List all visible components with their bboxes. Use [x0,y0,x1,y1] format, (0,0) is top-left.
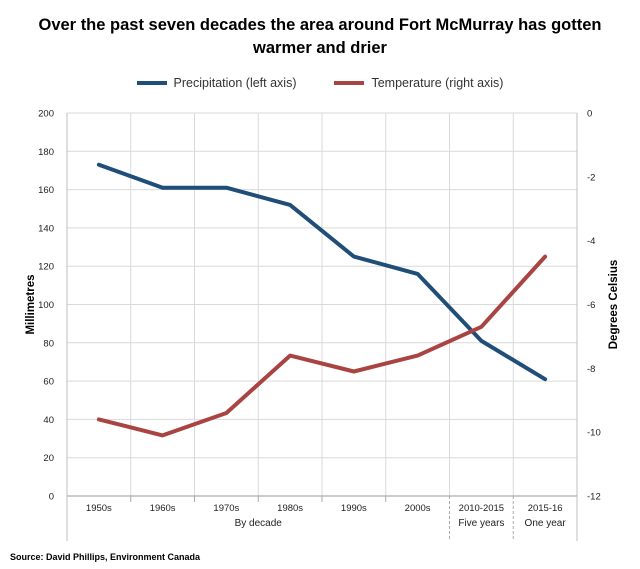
y-tick-label-right: -10 [587,428,601,439]
y-tick-label-left: 60 [43,377,54,388]
x-tick-label: 2015-16 [528,503,563,514]
legend-swatch-precipitation [136,81,167,85]
y-tick-label-right: -4 [587,236,595,247]
y-tick-label-left: 160 [38,185,54,196]
legend-label-temperature: Temperature (right axis) [371,76,504,90]
y-axis-title-right: Degrees Celsius [608,260,620,350]
y-tick-label-left: 20 [43,453,54,464]
category-group-label: One year [525,518,567,529]
y-tick-label-left: 200 [38,109,54,120]
y-tick-label-left: 120 [38,262,54,273]
x-tick-label: 1990s [341,503,367,514]
y-tick-label-left: 40 [43,415,54,426]
y-tick-label-right: -12 [587,492,601,503]
x-tick-label: 1960s [150,503,176,514]
category-group-label: By decade [235,518,283,529]
y-tick-label-right: -2 [587,172,595,183]
y-axis-title-left: Millimetres [25,274,37,334]
y-tick-label-left: 80 [43,338,54,349]
y-tick-label-right: 0 [587,109,592,120]
series-line-temperature [96,254,548,438]
chart-title: Over the past seven decades the area aro… [38,16,602,57]
legend-item-precipitation: Precipitation (left axis) [136,73,297,93]
y-tick-label-left: 100 [38,300,54,311]
x-tick-label: 1980s [277,503,303,514]
legend-swatch-temperature [334,81,365,85]
x-tick-label: 2000s [405,503,431,514]
y-tick-label-right: -8 [587,364,595,375]
x-tick-label: 2010-2015 [459,503,504,514]
y-tick-label-left: 140 [38,223,54,234]
y-tick-label-left: 180 [38,147,54,158]
legend: Precipitation (left axis) Temperature (r… [0,73,640,93]
x-tick-label: 1950s [86,503,112,514]
y-tick-label-left: 0 [49,492,54,503]
x-tick-label: 1970s [213,503,239,514]
legend-item-temperature: Temperature (right axis) [334,73,503,93]
category-group-label: Five years [458,518,504,529]
legend-label-precipitation: Precipitation (left axis) [173,76,297,90]
source-note: Source: David Phillips, Environment Cana… [10,552,201,562]
y-tick-label-right: -6 [587,300,595,311]
